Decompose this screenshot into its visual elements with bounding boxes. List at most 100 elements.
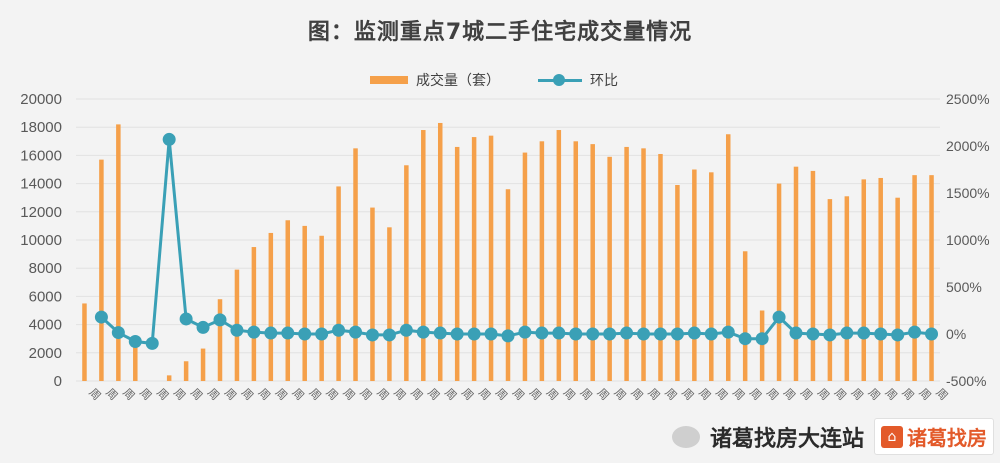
ratio-point [281, 326, 295, 340]
x-tick-label: 周 [832, 386, 849, 403]
right-axis-tick-label: 0% [946, 326, 966, 342]
bar [539, 141, 545, 381]
x-tick-label: 周 [612, 386, 629, 403]
bar [658, 153, 663, 381]
bar [759, 310, 765, 381]
x-tick-label: 周 [527, 386, 544, 403]
x-tick-label: 周 [662, 386, 679, 403]
bar [844, 196, 850, 381]
ratio-point [94, 310, 108, 324]
bar [302, 225, 307, 381]
x-tick-label: 周 [900, 386, 917, 403]
ratio-point [755, 332, 769, 346]
x-tick-label: 周 [188, 386, 205, 403]
x-tick-label: 周 [578, 386, 595, 403]
x-tick-label: 周 [916, 386, 933, 403]
ratio-point [213, 313, 227, 327]
legend-bar-swatch [370, 76, 408, 84]
ratio-point [382, 328, 396, 342]
left-axis-tick-label: 12000 [20, 204, 62, 221]
right-axis-tick-label: 1500% [946, 185, 990, 201]
x-tick-label: 周 [154, 386, 171, 403]
ratio-point [704, 327, 718, 341]
bar [709, 172, 714, 381]
bar [217, 299, 223, 381]
left-axis-tick-label: 4000 [29, 317, 62, 334]
right-axis-tick-label: 2500% [946, 91, 990, 107]
ratio-point [721, 325, 735, 339]
ratio-point [332, 323, 346, 337]
bar [895, 197, 900, 381]
bar [82, 303, 87, 381]
legend-item-line: 环比 [538, 70, 618, 90]
ratio-point [687, 326, 701, 340]
bar [912, 175, 917, 381]
ratio-point [569, 327, 583, 341]
bar [421, 130, 426, 381]
bar [99, 159, 104, 381]
right-axis-tick-label: 500% [946, 279, 982, 295]
legend-line-swatch [538, 74, 582, 86]
bar [861, 179, 867, 381]
bar [929, 175, 934, 381]
x-tick-label: 周 [324, 386, 341, 403]
bar [183, 361, 189, 381]
x-tick-label: 周 [849, 386, 866, 403]
ratio-point [315, 327, 329, 341]
x-axis: 周周周周周周周周周周周周周周周周周周周周周周周周周周周周周周周周周周周周周周周周… [86, 386, 950, 403]
ratio-point [891, 328, 905, 342]
ratio-point [162, 132, 176, 146]
bar [607, 156, 612, 381]
ratio-point [399, 323, 413, 337]
left-axis-tick-label: 16000 [20, 147, 62, 164]
bar [454, 146, 460, 381]
x-tick-label: 周 [103, 386, 120, 403]
bar [725, 134, 731, 381]
ratio-point [518, 325, 532, 339]
bar [827, 199, 833, 381]
ratio-point [349, 325, 363, 339]
bar [268, 232, 274, 381]
x-tick-label: 周 [510, 386, 527, 403]
legend-item-bar: 成交量（套） [370, 70, 500, 90]
ratio-point [874, 327, 888, 341]
x-tick-label: 周 [713, 386, 730, 403]
bar [573, 141, 579, 381]
x-tick-label: 周 [357, 386, 374, 403]
x-tick-label: 周 [425, 386, 442, 403]
x-tick-label: 周 [628, 386, 645, 403]
x-tick-label: 周 [561, 386, 578, 403]
ratio-point [738, 332, 752, 346]
ratio-point [179, 312, 193, 326]
bar [675, 185, 680, 381]
ratio-point [840, 326, 854, 340]
right-axis-tick-label: -500% [946, 373, 986, 389]
ratio-point [145, 336, 159, 350]
x-tick-label: 周 [595, 386, 612, 403]
bar [742, 251, 748, 381]
bar [437, 122, 443, 381]
x-tick-label: 周 [730, 386, 747, 403]
bar [166, 375, 172, 381]
bar [488, 135, 494, 381]
x-tick-label: 周 [391, 386, 408, 403]
bar [641, 148, 646, 381]
x-tick-label: 周 [459, 386, 476, 403]
ratio-point [772, 310, 786, 324]
x-tick-label: 周 [798, 386, 815, 403]
ratio-point [620, 326, 634, 340]
left-axis-tick-label: 8000 [29, 260, 62, 277]
x-tick-label: 周 [442, 386, 459, 403]
ratio-point [925, 327, 939, 341]
x-tick-label: 周 [747, 386, 764, 403]
wechat-icon [671, 425, 700, 448]
bar [387, 227, 392, 381]
bar [336, 186, 341, 381]
ratio-point [670, 327, 684, 341]
legend-line-label: 环比 [590, 73, 618, 89]
ratio-point [416, 325, 430, 339]
ratio-point [908, 325, 922, 339]
bar [116, 124, 121, 381]
bar [793, 166, 799, 381]
